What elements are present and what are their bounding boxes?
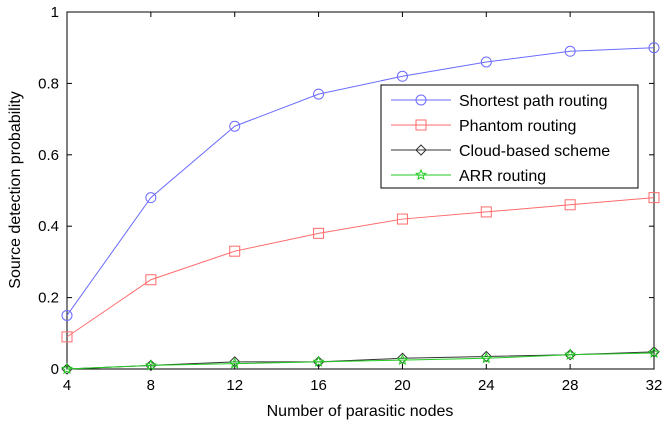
data-point [648, 192, 660, 204]
legend: Shortest path routing Phantom routing Clou… [380, 84, 639, 189]
data-point [648, 346, 660, 358]
data-point [396, 70, 408, 82]
data-point [396, 213, 408, 225]
data-point [144, 359, 157, 371]
legend-label: ARR routing [459, 168, 546, 185]
data-point [228, 357, 241, 369]
data-point [312, 355, 325, 367]
legend-item: ARR routing [391, 168, 546, 185]
x-tick-labels: 4 8 12 16 20 24 28 32 [63, 377, 663, 394]
data-point [564, 199, 576, 211]
y-tick-label: 0.2 [38, 290, 59, 307]
data-point [480, 350, 492, 363]
data-point [229, 245, 241, 257]
data-point [648, 346, 660, 359]
legend-label: Phantom routing [459, 118, 576, 135]
plot-area [66, 11, 655, 370]
data-point [396, 352, 409, 364]
x-tick-label: 32 [646, 377, 663, 394]
x-axis-label: Number of parasitic nodes [267, 403, 454, 420]
y-tick-label: 0.8 [38, 75, 59, 92]
data-point [229, 120, 241, 132]
data-point [480, 56, 492, 68]
legend-box [380, 84, 639, 189]
legend-item: Cloud-based scheme [391, 143, 610, 160]
legend-label: Shortest path routing [459, 93, 608, 110]
data-point [313, 88, 325, 100]
x-tick-label: 24 [478, 377, 495, 394]
data-point [61, 362, 73, 375]
data-point [61, 309, 73, 321]
data-point [564, 348, 577, 360]
legend-marker [415, 119, 427, 131]
axis-ticks [66, 11, 655, 370]
data-point [229, 356, 241, 368]
series-arr-routing [61, 346, 660, 375]
legend-marker [415, 168, 427, 181]
data-point [648, 42, 660, 54]
y-tick-label: 0.4 [38, 218, 59, 235]
data-point [564, 45, 576, 57]
y-axis-label: Source detection probability [7, 91, 24, 288]
series-line [66, 352, 655, 370]
x-tick-label: 16 [310, 377, 327, 394]
y-tick-labels: 0 0.2 0.4 0.6 0.8 1 [38, 4, 59, 378]
y-tick-label: 0 [51, 361, 59, 378]
x-tick-label: 4 [63, 377, 71, 394]
data-point [396, 353, 409, 366]
series-layer [61, 42, 660, 375]
data-point [61, 331, 73, 343]
legend-item: Shortest path routing [391, 93, 608, 110]
data-point [145, 192, 157, 204]
legend-label: Cloud-based scheme [459, 143, 610, 160]
data-point [480, 206, 492, 218]
x-tick-label: 8 [147, 377, 155, 394]
y-tick-label: 1 [51, 4, 59, 21]
series-line [66, 47, 655, 316]
series-shortest-path-routing [61, 42, 660, 321]
series-phantom-routing [61, 192, 660, 343]
legend-marker [415, 94, 427, 106]
legend-marker [415, 144, 427, 156]
x-tick-label: 12 [226, 377, 243, 394]
legend-item: Phantom routing [391, 118, 576, 135]
y-tick-label: 0.6 [38, 147, 59, 164]
data-point [480, 351, 493, 364]
x-tick-label: 28 [562, 377, 579, 394]
series-line [66, 197, 655, 338]
x-tick-label: 20 [394, 377, 411, 394]
data-point [313, 227, 325, 239]
data-point [145, 274, 157, 286]
